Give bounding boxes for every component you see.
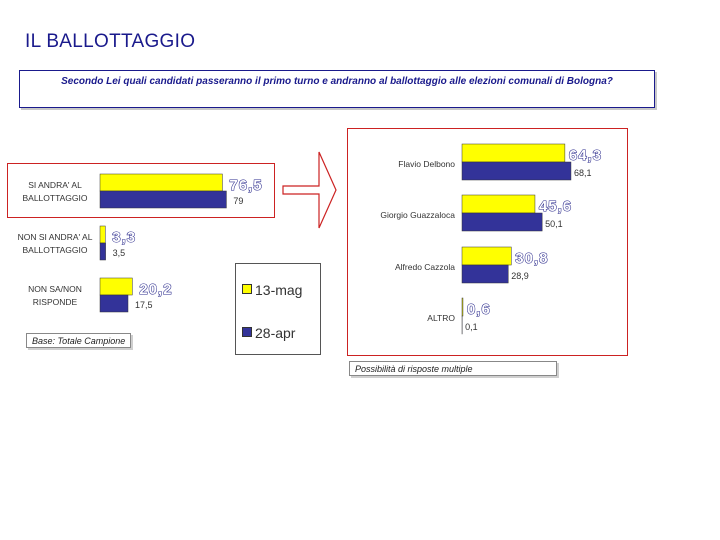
arrow-right-icon <box>282 151 337 229</box>
legend: 13-mag 28-apr <box>235 263 321 355</box>
value-label-28-apr: 50,1 <box>545 219 563 229</box>
bar-28-apr <box>99 190 227 209</box>
right-bar-chart: Flavio Delbono 64,3 68,1 Giorgio Guazzaloca… <box>380 143 602 335</box>
left-bar-chart: SI ANDRA' AL BALLOTTAGGIO 76,5 79 NON SI AND… <box>18 173 262 313</box>
base-note: Base: Totale Campione <box>26 333 132 348</box>
value-label-28-apr: 0,1 <box>465 322 478 332</box>
legend-swatch-13-mag <box>242 284 252 294</box>
category-label: Flavio Delbono <box>398 159 455 169</box>
value-label-13-mag: 20,2 <box>139 281 172 298</box>
bar-13-mag <box>461 297 464 317</box>
question-text: Secondo Lei quali candidati passeranno i… <box>61 76 613 87</box>
question-box: Secondo Lei quali candidati passeranno i… <box>19 70 655 108</box>
multiple-answers-note: Possibilità di risposte multiple <box>349 361 557 376</box>
value-label-13-mag: 45,6 <box>539 198 572 215</box>
bar-13-mag <box>99 173 223 192</box>
value-label-28-apr: 79 <box>233 196 243 206</box>
legend-item-13-mag: 13-mag <box>242 282 302 298</box>
category-label: NON SI ANDRA' AL <box>18 232 93 242</box>
legend-label-28-apr: 28-apr <box>255 325 296 341</box>
category-label: Alfredo Cazzola <box>395 262 455 272</box>
category-label: NON SA/NON <box>28 284 82 294</box>
value-label-28-apr: 68,1 <box>574 168 592 178</box>
bar-28-apr <box>461 212 543 232</box>
bar-28-apr <box>99 294 129 313</box>
bar-13-mag <box>99 277 133 296</box>
category-label: BALLOTTAGGIO <box>22 193 87 203</box>
value-label-13-mag: 3,3 <box>112 229 136 246</box>
bar-13-mag <box>461 246 512 266</box>
category-label: RISPONDE <box>33 297 78 307</box>
value-label-13-mag: 0,6 <box>467 301 491 318</box>
legend-label-13-mag: 13-mag <box>255 282 303 298</box>
bar-28-apr <box>461 161 572 181</box>
value-label-13-mag: 64,3 <box>569 147 602 164</box>
legend-swatch-28-apr <box>242 327 252 337</box>
bar-28-apr <box>99 242 106 261</box>
bar-13-mag <box>99 225 106 244</box>
value-label-13-mag: 76,5 <box>229 177 262 194</box>
legend-item-28-apr: 28-apr <box>242 325 295 341</box>
category-label: BALLOTTAGGIO <box>22 245 87 255</box>
value-label-13-mag: 30,8 <box>515 250 548 267</box>
bar-13-mag <box>461 194 536 214</box>
category-label: SI ANDRA' AL <box>28 180 82 190</box>
value-label-28-apr: 3,5 <box>113 248 126 258</box>
bar-13-mag <box>461 143 566 163</box>
bar-28-apr <box>461 264 509 284</box>
value-label-28-apr: 17,5 <box>135 300 153 310</box>
category-label: ALTRO <box>427 313 455 323</box>
value-label-28-apr: 28,9 <box>511 271 529 281</box>
page-title: IL BALLOTTAGGIO <box>25 31 196 52</box>
category-label: Giorgio Guazzaloca <box>380 210 455 220</box>
